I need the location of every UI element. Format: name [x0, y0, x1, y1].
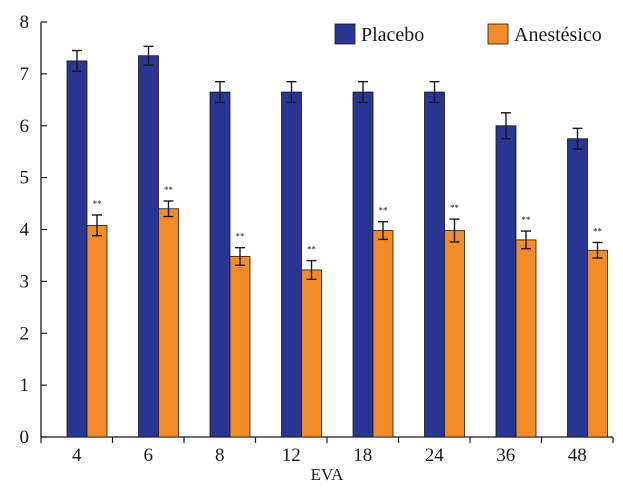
- significance-marker: **: [307, 245, 317, 255]
- significance-marker: **: [164, 185, 174, 195]
- legend-swatch-placebo: [334, 23, 356, 45]
- x-axis-title: EVA: [311, 465, 344, 484]
- bar-placebo: [66, 60, 88, 438]
- bar-anestesico: [372, 230, 394, 438]
- y-tick-label: 3: [20, 271, 30, 292]
- bar-anestesico: [86, 224, 108, 438]
- y-tick-label: 1: [20, 375, 30, 396]
- legend-label-placebo: Placebo: [361, 24, 424, 46]
- x-tick-label: 48: [568, 445, 587, 466]
- bar-anestesico: [444, 230, 465, 438]
- significance-marker: **: [522, 215, 532, 225]
- x-tick-label: 24: [425, 445, 445, 466]
- y-axis-ticks: 0 1 2 3 4 5 6 7 8: [20, 12, 47, 448]
- significance-marker: **: [236, 232, 246, 242]
- y-tick-label: 0: [20, 427, 30, 448]
- bar-anestesico: [158, 208, 179, 438]
- x-tick-label: 8: [215, 445, 225, 466]
- legend-swatch-anestesico: [487, 23, 509, 45]
- y-tick-label: 5: [20, 168, 30, 189]
- x-tick-label: 36: [496, 445, 515, 466]
- significance-marker: **: [379, 206, 389, 216]
- bar-placebo: [138, 55, 159, 438]
- bar-anestesico: [587, 249, 608, 438]
- bar-placebo: [424, 91, 445, 438]
- bar-anestesico: [301, 269, 322, 438]
- bar-anestesico: [515, 239, 537, 438]
- y-tick-label: 8: [20, 12, 30, 33]
- x-tick-label: 6: [144, 445, 154, 466]
- bar-placebo: [209, 91, 231, 438]
- y-tick-label: 7: [20, 64, 30, 85]
- bar-placebo: [281, 91, 302, 438]
- y-tick-label: 2: [20, 323, 30, 344]
- x-tick-label: 12: [282, 445, 301, 466]
- bar-placebo: [567, 138, 588, 438]
- bars-layer: [66, 55, 608, 438]
- legend-label-anestesico: Anestésico: [514, 24, 602, 46]
- x-tick-label: 18: [353, 445, 372, 466]
- bar-placebo: [495, 125, 517, 438]
- bar-anestesico: [229, 256, 251, 438]
- error-bars-layer: [72, 45, 603, 280]
- significance-marker: **: [450, 203, 460, 213]
- significance-layer: ** ** ** ** ** ** ** **: [93, 185, 603, 255]
- significance-marker: **: [93, 199, 103, 209]
- significance-marker: **: [593, 226, 603, 236]
- x-axis-ticks: 4 6 8 12 18 24 36 48: [40, 437, 614, 466]
- y-tick-label: 6: [20, 116, 30, 137]
- legend: Placebo Anestésico: [334, 23, 602, 46]
- bar-placebo: [352, 91, 374, 438]
- y-tick-label: 4: [20, 220, 30, 241]
- x-tick-label: 4: [72, 445, 82, 466]
